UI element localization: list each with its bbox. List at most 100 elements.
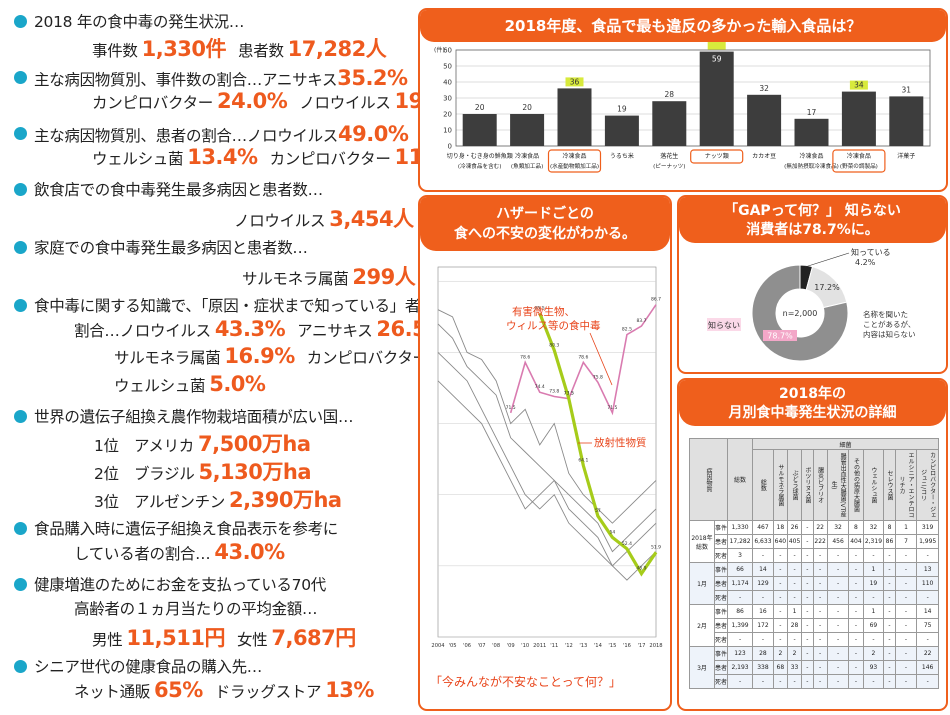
table-cell: - — [826, 646, 850, 661]
row-label: 事件 — [714, 604, 728, 619]
anxiety-panel: ハザードごとの 食への不安の変化がわかる。 71.5 78.6 74.4 73.8 73… — [418, 195, 672, 711]
data-label: 73.5 — [564, 391, 574, 397]
fact-heading: 飲食店での食中毒発生最多病因と患者数… — [34, 178, 323, 200]
fact-detail-line: 高齢者の１ヵ月当たりの平均金額… — [74, 597, 321, 619]
x-tick-label: '06 — [463, 643, 471, 649]
fact-detail-label: ノロウイルス — [299, 94, 391, 112]
table-cell: - — [848, 660, 864, 675]
table-cell: 19 — [862, 576, 885, 591]
fact-heading: 2018 年の食中毒の発生状況… — [34, 10, 244, 32]
table-cell: 17,282 — [726, 534, 754, 549]
table-cell: - — [812, 604, 828, 619]
bar — [747, 94, 782, 146]
table-cell: - — [862, 548, 885, 563]
category-label: 冷凍食品 — [847, 152, 871, 160]
fact-detail-label: 患者数 — [238, 42, 284, 60]
fact-detail-line: サルモネラ属菌 299人 — [242, 261, 416, 291]
fact-detail-value: 43.3% — [214, 317, 286, 341]
fact-detail-label: 高齢者の１ヵ月当たりの平均金額… — [74, 600, 318, 618]
fact-heading-text: 世界の遺伝子組換え農作物栽培面積が広い国… — [34, 408, 354, 426]
table-cell: - — [883, 674, 896, 689]
fact-heading: 食中毒に関する知識で、「原因・症状まで知っている」者の — [34, 294, 436, 316]
table-cell: - — [883, 646, 896, 661]
data-label: 80.3 — [549, 342, 559, 348]
row-label: 事件 — [714, 646, 728, 661]
data-label: 52.4 — [622, 541, 632, 547]
table-cell: - — [812, 646, 828, 661]
table-cell: - — [848, 604, 864, 619]
fact-detail-label: ウェルシュ菌 — [114, 377, 206, 395]
row-label: 事件 — [714, 520, 728, 535]
bar — [699, 51, 734, 146]
table-cell: - — [826, 632, 850, 647]
table-cell: 1,174 — [726, 576, 754, 591]
category-label-sub: (魚類加工品) — [511, 162, 543, 170]
column-header: 腸管出血性大腸菌(VT産生) — [826, 449, 850, 521]
data-label: 78.6 — [520, 354, 530, 360]
bar — [889, 96, 924, 146]
table-cell: - — [752, 674, 774, 689]
row-label: 患者 — [714, 618, 728, 633]
table-cell: - — [916, 632, 939, 647]
fact-detail-value: 11,511円 — [126, 626, 225, 650]
group-label: 3月 — [689, 646, 715, 689]
column-header: ウェルシュ菌 — [862, 449, 885, 521]
table-cell: - — [772, 618, 788, 633]
fact-heading: 世界の遺伝子組換え農作物栽培面積が広い国… — [34, 405, 354, 427]
data-label: 73.8 — [549, 389, 559, 395]
background-trend-line — [437, 380, 657, 581]
table-cell: - — [848, 590, 864, 605]
dont-label-bg — [707, 318, 741, 331]
radiation-label: 放射性物質 — [594, 436, 647, 449]
data-label: 82.5 — [622, 327, 632, 333]
table-cell: - — [894, 548, 918, 563]
table-cell: - — [772, 632, 788, 647]
table-cell: 146 — [916, 660, 939, 675]
heard-label-line1: 名称を聞いた — [863, 309, 908, 319]
data-label: 71.5 — [607, 405, 617, 411]
table-cell: - — [826, 674, 850, 689]
value-highlight — [849, 80, 868, 90]
bullet-icon — [14, 660, 27, 673]
bar-value-label: 20 — [522, 103, 532, 112]
table-cell: - — [726, 674, 754, 689]
table-cell: - — [801, 646, 814, 661]
fact-detail-value: 2,390万ha — [229, 488, 342, 512]
value-highlight — [707, 42, 726, 50]
know-pointer — [804, 252, 850, 268]
table-cell: - — [812, 618, 828, 633]
table-cell: - — [883, 604, 896, 619]
fact-detail-label: ドラッグストア — [214, 683, 322, 701]
fact-detail-value: 16.9% — [224, 344, 295, 368]
bar — [652, 101, 687, 146]
table-cell: - — [772, 576, 788, 591]
monthly-panel: 2018年の 月別食中毒発生状況の詳細 病因物質 総数 細菌 総数 サルモネラ属菌 ぶどう… — [677, 378, 948, 711]
data-label: 64.1 — [578, 458, 588, 464]
bar-value-label: 36 — [570, 77, 580, 86]
table-cell: 86 — [726, 604, 754, 619]
fact-detail-label: している者の割合… — [74, 545, 211, 563]
table-cell: 28 — [752, 646, 774, 661]
table-cell: 1,330 — [726, 520, 754, 535]
bullet-icon — [14, 15, 27, 28]
table-cell: - — [786, 576, 803, 591]
series-line — [538, 312, 658, 577]
table-cell: 1 — [862, 562, 885, 577]
fact-detail-label: 3位 アルゼンチン — [94, 493, 226, 511]
x-tick-label: 2011 — [533, 643, 546, 649]
table-cell: 69 — [862, 618, 885, 633]
category-label-sub: (野菜の調製品) — [840, 162, 878, 170]
table-cell: - — [801, 562, 814, 577]
data-label: 48.9 — [636, 566, 646, 572]
x-tick-label: '08 — [492, 643, 500, 649]
dont-value-bg — [763, 330, 797, 341]
monthly-title-line1: 2018年の — [779, 386, 846, 402]
table-cell: 338 — [752, 660, 774, 675]
fact-detail-label: サルモネラ属菌 — [242, 270, 349, 288]
bar-value-label: 28 — [665, 90, 675, 99]
x-tick-label: '05 — [449, 643, 457, 649]
column-header: エルシニア・エンテロコリチカ — [894, 449, 918, 521]
bar — [604, 115, 639, 146]
data-label: 74.4 — [535, 384, 545, 390]
